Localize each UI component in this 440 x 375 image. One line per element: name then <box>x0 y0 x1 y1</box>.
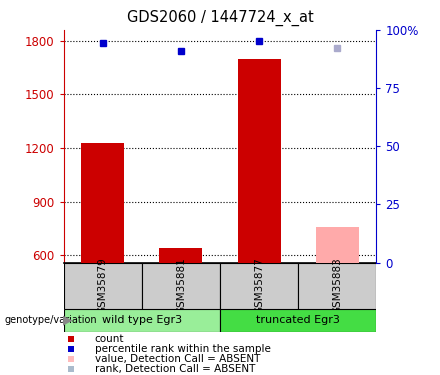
Text: ▶: ▶ <box>62 314 72 327</box>
Bar <box>315 227 359 262</box>
Text: GSM35883: GSM35883 <box>332 258 342 314</box>
Text: GSM35881: GSM35881 <box>176 258 186 314</box>
Bar <box>159 248 202 262</box>
Text: GSM35879: GSM35879 <box>98 258 108 314</box>
Bar <box>64 262 142 309</box>
Text: wild type Egr3: wild type Egr3 <box>102 315 182 325</box>
Text: count: count <box>95 334 124 344</box>
Bar <box>220 262 298 309</box>
Bar <box>298 262 376 309</box>
Bar <box>81 142 125 262</box>
Title: GDS2060 / 1447724_x_at: GDS2060 / 1447724_x_at <box>127 10 313 26</box>
Bar <box>220 309 376 332</box>
Text: value, Detection Call = ABSENT: value, Detection Call = ABSENT <box>95 354 260 364</box>
Bar <box>64 309 220 332</box>
Text: genotype/variation: genotype/variation <box>4 315 97 325</box>
Text: truncated Egr3: truncated Egr3 <box>256 315 340 325</box>
Text: GSM35877: GSM35877 <box>254 258 264 314</box>
Bar <box>142 262 220 309</box>
Text: rank, Detection Call = ABSENT: rank, Detection Call = ABSENT <box>95 364 255 374</box>
Bar <box>238 58 281 262</box>
Text: percentile rank within the sample: percentile rank within the sample <box>95 344 271 354</box>
